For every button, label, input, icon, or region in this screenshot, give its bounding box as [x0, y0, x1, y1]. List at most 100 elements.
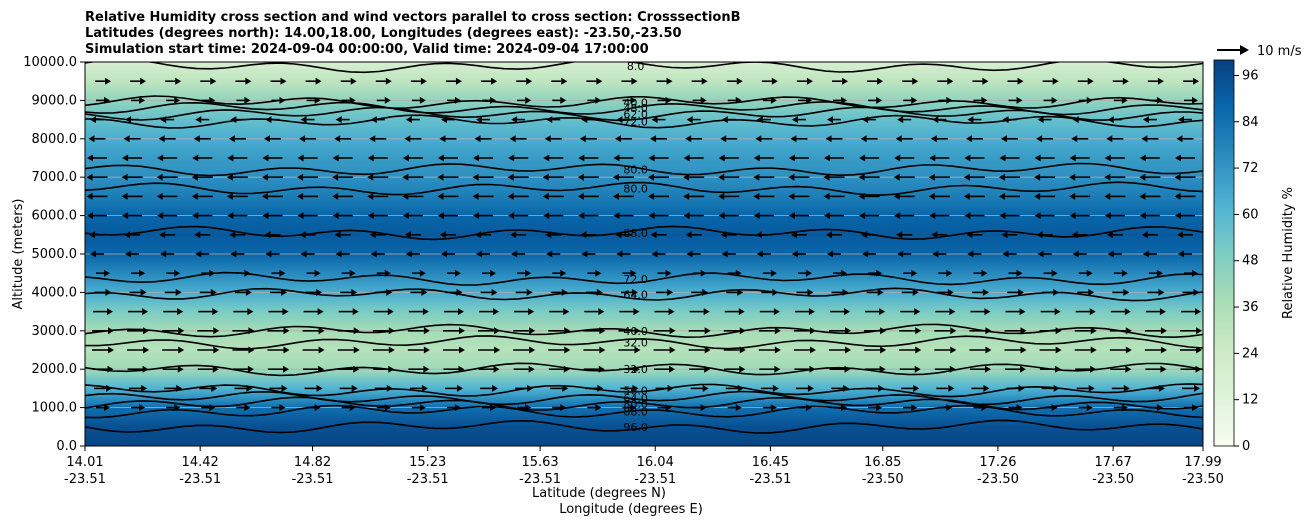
- wind-arrow-head: [1019, 308, 1026, 316]
- wind-arrow-head: [213, 327, 220, 335]
- wind-arrow-head: [458, 327, 465, 335]
- wind-arrow-head: [527, 384, 534, 392]
- wind-arrow-head: [1106, 231, 1113, 239]
- wind-arrow-head: [405, 250, 412, 258]
- wind-arrow-head: [1051, 404, 1058, 412]
- wind-arrow-head: [737, 288, 744, 296]
- wind-arrow-head: [264, 231, 271, 239]
- wind-arrow-head: [825, 135, 832, 143]
- wind-arrow-head: [160, 116, 167, 124]
- wind-arrow-head: [859, 154, 866, 162]
- wind-arrow-head: [877, 77, 884, 85]
- wind-arrow-head: [280, 288, 287, 296]
- x-tick-label-lon: -23.50: [977, 472, 1019, 487]
- wind-arrow-head: [246, 384, 253, 392]
- wind-arrow-head: [351, 384, 358, 392]
- wind-arrow-head: [353, 346, 360, 354]
- wind-arrow-head: [279, 269, 286, 277]
- wind-arrow-head: [650, 231, 657, 239]
- wind-arrow-head: [227, 212, 234, 220]
- wind-arrow-head: [226, 192, 233, 200]
- wind-arrow-head: [1053, 384, 1060, 392]
- wind-arrow-head: [893, 173, 900, 181]
- wind-arrow-head: [982, 77, 989, 85]
- wind-arrow-head: [897, 250, 904, 258]
- wind-arrow-head: [282, 365, 289, 373]
- wind-arrow-head: [404, 135, 411, 143]
- y-axis-ticks: 0.0 1000.0 2000.0 3000.0 4000.0 5000.0 6000.0 7…: [23, 55, 85, 454]
- wind-arrow-head: [492, 384, 499, 392]
- wind-arrow-head: [1125, 346, 1132, 354]
- wind-arrow-head: [700, 404, 707, 412]
- wind-arrow-head: [297, 212, 304, 220]
- wind-arrow-head: [1142, 250, 1149, 258]
- wind-arrow-head: [508, 212, 515, 220]
- wind-arrow-head: [946, 96, 953, 104]
- contour-line: [85, 323, 1203, 339]
- wind-arrow-head: [963, 173, 970, 181]
- wind-arrow-head: [947, 77, 954, 85]
- wind-arrow-head: [667, 288, 674, 296]
- wind-arrow-head: [314, 96, 321, 104]
- wind-arrow-head: [753, 212, 760, 220]
- x-tick-label-lon: -23.51: [292, 472, 334, 487]
- wind-arrow-head: [1175, 154, 1181, 162]
- x-tick-label-lon: -23.51: [64, 472, 106, 487]
- wind-arrow-head: [772, 288, 779, 296]
- wind-arrow-head: [491, 77, 498, 85]
- wind-arrow-head: [475, 231, 482, 239]
- colorbar-tick-label: 12: [1242, 393, 1259, 408]
- wind-arrow-head: [648, 212, 655, 220]
- wind-arrow-head: [473, 212, 480, 220]
- wind-arrow-head: [683, 192, 690, 200]
- wind-arrow-head: [928, 173, 935, 181]
- wind-arrow-head: [771, 77, 778, 85]
- wind-arrow-head: [595, 404, 602, 412]
- wind-arrow-head: [718, 212, 725, 220]
- wind-arrow-head: [473, 154, 480, 162]
- wind-arrow-head: [931, 231, 938, 239]
- wind-arrow-head: [297, 154, 304, 162]
- wind-arrow-head: [860, 135, 867, 143]
- wind-arrow-head: [683, 212, 690, 220]
- wind-arrow-head: [404, 231, 411, 239]
- wind-arrow-head: [841, 269, 848, 277]
- wind-arrow-head: [1037, 250, 1044, 258]
- wind-arrow-head: [493, 308, 500, 316]
- wind-arrow-head: [1194, 384, 1200, 392]
- contour-label: 64.0: [623, 392, 648, 405]
- wind-arrow-head: [965, 135, 972, 143]
- colorbar-tick-label: 24: [1242, 346, 1259, 361]
- wind-arrow-head: [388, 327, 395, 335]
- wind-arrow-head: [511, 250, 518, 258]
- wind-arrow-head: [808, 308, 815, 316]
- wind-arrow-head: [143, 346, 150, 354]
- x-tick-label-lon: -23.50: [862, 472, 904, 487]
- wind-arrow-head: [1193, 288, 1200, 296]
- wind-arrow-head: [104, 96, 110, 104]
- wind-arrow-head: [157, 212, 164, 220]
- wind-arrow-head: [1034, 212, 1041, 220]
- x-tick-label-lat: 14.42: [182, 455, 219, 470]
- wind-arrow-head: [964, 154, 971, 162]
- wind-arrow-head: [509, 135, 516, 143]
- wind-arrow-head: [981, 96, 988, 104]
- wind-arrow-head: [700, 96, 707, 104]
- contour-label: 96.0: [623, 421, 648, 434]
- wind-arrow-head: [967, 250, 974, 258]
- wind-arrow-head: [490, 404, 497, 412]
- wind-arrow-head: [720, 135, 727, 143]
- wind-arrow-head: [704, 346, 711, 354]
- wind-arrow-head: [755, 135, 762, 143]
- wind-arrow-head: [1192, 96, 1198, 104]
- wind-arrow-head: [125, 250, 132, 258]
- wind-arrow-head: [648, 192, 655, 200]
- wind-arrow-head: [1051, 269, 1058, 277]
- wind-arrow-head: [859, 212, 866, 220]
- wind-arrow-head: [88, 135, 95, 143]
- colorbar-tick-label: 0: [1242, 439, 1250, 454]
- wind-arrow-head: [454, 404, 461, 412]
- wind-arrow-head: [1017, 77, 1024, 85]
- wind-arrow-head: [949, 308, 956, 316]
- wind-arrow-head: [928, 192, 935, 200]
